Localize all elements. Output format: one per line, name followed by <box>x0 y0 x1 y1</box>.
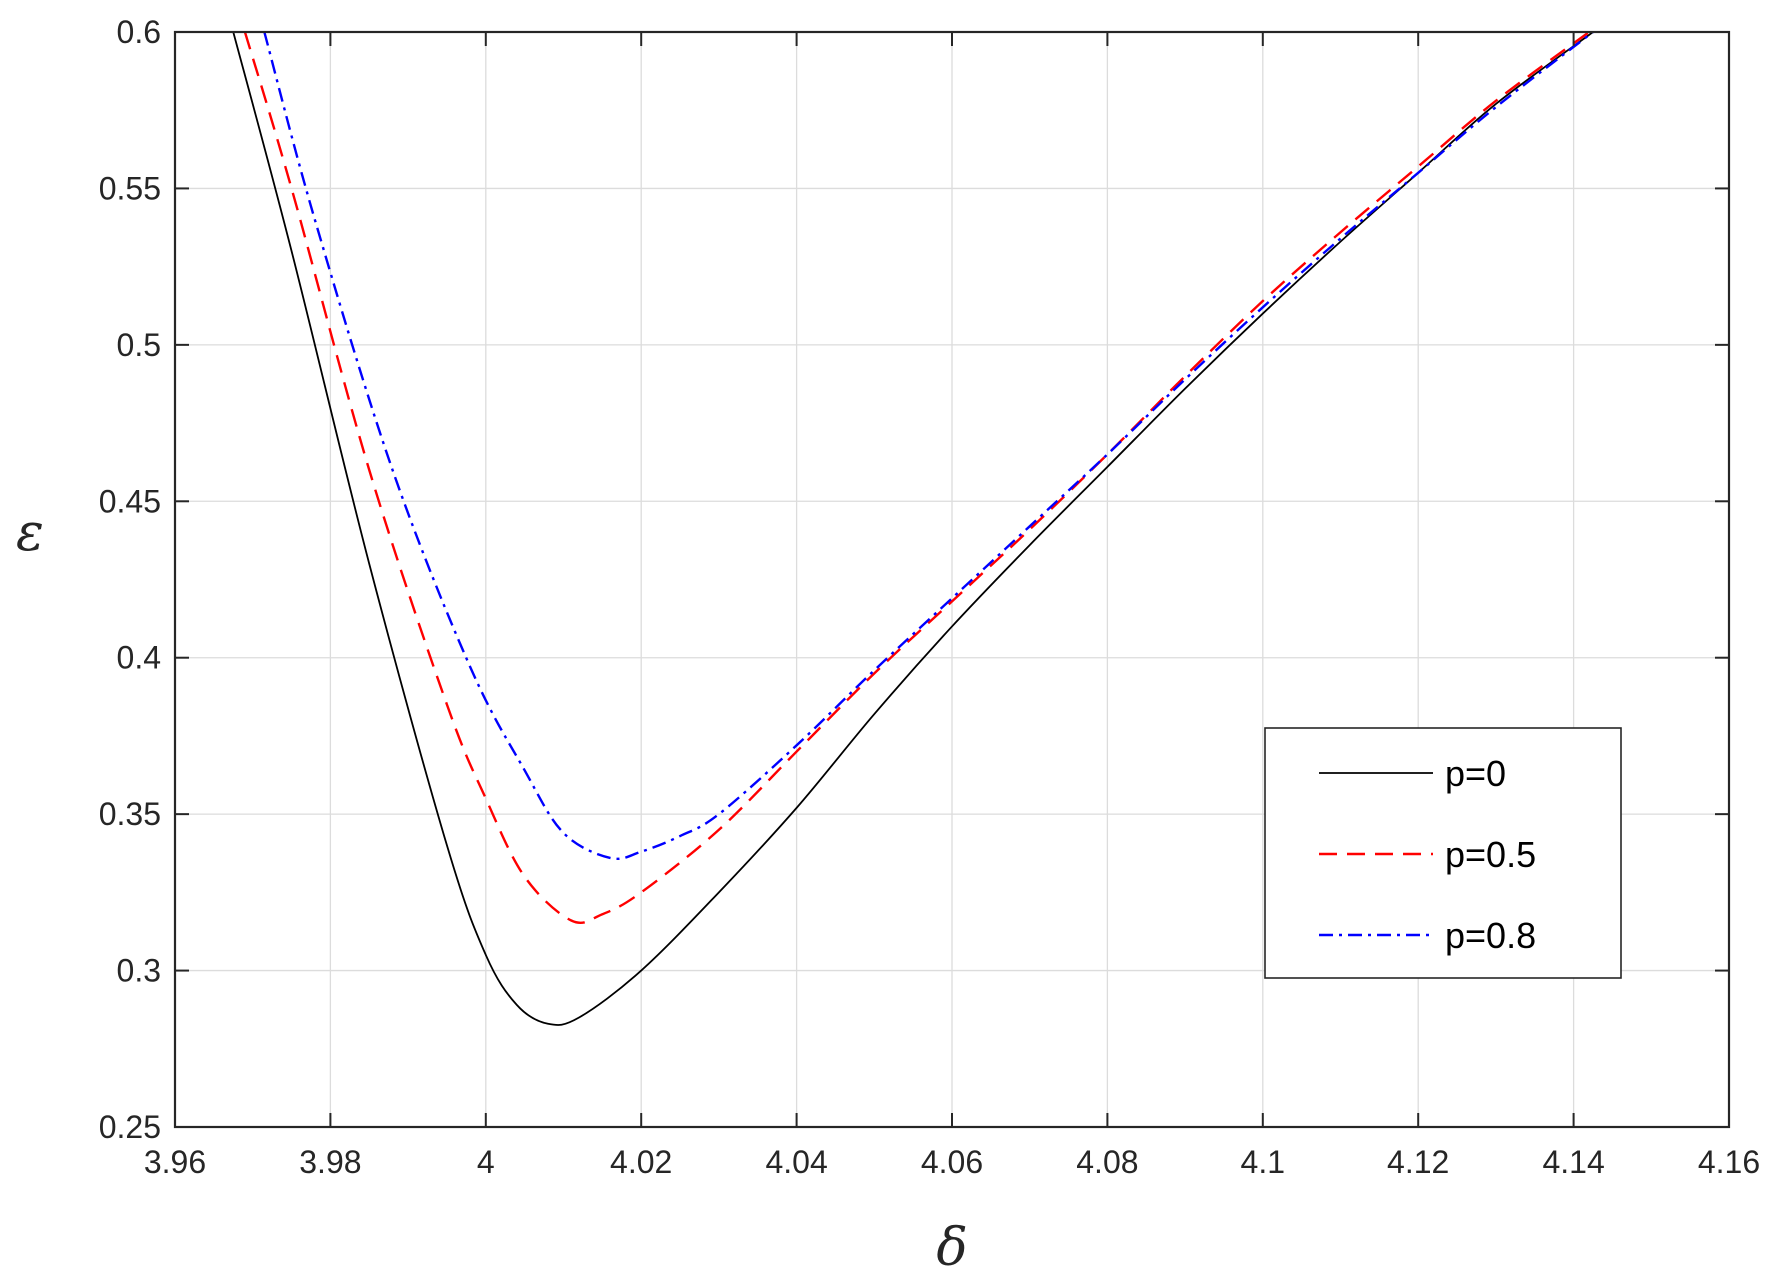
y-tick-label: 0.55 <box>99 170 161 206</box>
y-tick-label: 0.5 <box>117 327 161 363</box>
x-tick-label: 4.08 <box>1076 1144 1138 1180</box>
data-series <box>232 31 1594 1026</box>
y-tick-label: 0.4 <box>117 640 161 676</box>
series-line-0 <box>232 31 1594 1026</box>
legend: p=0 p=0.5 p=0.8 <box>1264 727 1622 979</box>
x-tick-label: 4.02 <box>610 1144 672 1180</box>
x-tick-label: 4 <box>477 1144 495 1180</box>
x-tick-label: 4.12 <box>1387 1144 1449 1180</box>
x-tick-label: 3.98 <box>299 1144 361 1180</box>
x-tick-label: 4.1 <box>1241 1144 1285 1180</box>
series-line-2 <box>263 31 1594 860</box>
y-axis-title: ε <box>16 503 44 563</box>
legend-label-2: p=0.8 <box>1445 915 1536 956</box>
legend-box <box>1264 727 1622 979</box>
series-line-1 <box>243 31 1590 925</box>
y-tick-label: 0.6 <box>117 14 161 50</box>
y-tick-label: 0.3 <box>117 953 161 989</box>
x-tick-label: 4.16 <box>1698 1144 1760 1180</box>
x-tick-label: 3.96 <box>144 1144 206 1180</box>
y-tick-label: 0.45 <box>99 483 161 519</box>
x-tick-label: 4.14 <box>1542 1144 1604 1180</box>
legend-label-0: p=0 <box>1445 753 1506 794</box>
y-tick-label: 0.35 <box>99 796 161 832</box>
legend-label-1: p=0.5 <box>1445 834 1536 875</box>
y-tick-label: 0.25 <box>99 1109 161 1145</box>
x-tick-label: 4.04 <box>765 1144 827 1180</box>
axis-ticks: 3.96 3.98 4 4.02 4.04 4.06 4.08 4.1 4.12 4.14 4.16… <box>99 14 1760 1180</box>
x-tick-label: 4.06 <box>921 1144 983 1180</box>
x-axis-title: δ <box>936 1218 967 1278</box>
